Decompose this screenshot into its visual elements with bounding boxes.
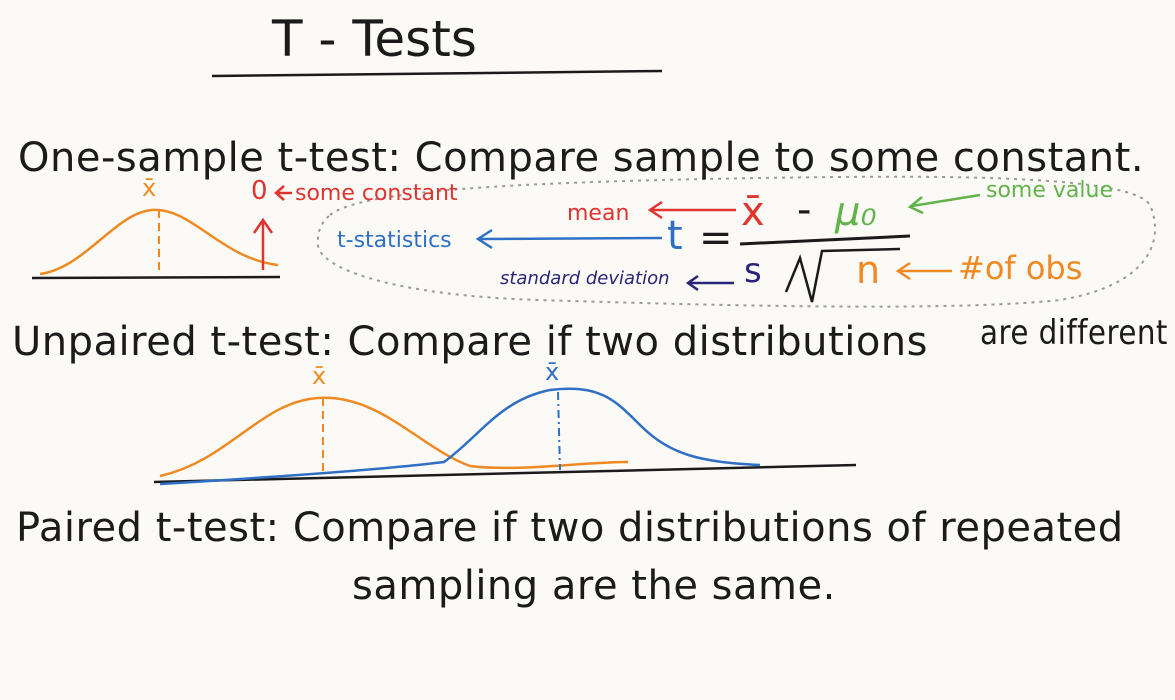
t-statistics-label: t-statistics [337, 228, 452, 253]
mean-arrow [647, 200, 736, 220]
constant-up-arrow-head [252, 217, 274, 234]
unpaired-heading: Unpaired t-test: Compare if two distribu… [12, 319, 928, 365]
unpaired-heading-end: are different [980, 313, 1168, 353]
formula-t: t [667, 213, 683, 259]
formula-equals: = [699, 215, 733, 261]
unpaired-orange-curve [159, 396, 629, 478]
some-value-label: some value [986, 178, 1113, 203]
some-value-arrow [907, 193, 981, 215]
fraction-bar [739, 234, 911, 246]
formula-xbar: x̄ [741, 189, 765, 235]
title-underline [211, 69, 663, 78]
one-sample-axis [31, 275, 281, 280]
formula-minus: - [797, 187, 812, 233]
num-obs-arrow [895, 261, 952, 281]
std-dev-label: standard deviation [500, 268, 670, 289]
page-title: T - Tests [272, 10, 477, 68]
one-sample-xbar-label: x̄ [142, 174, 157, 202]
constant-label-arrow [274, 185, 292, 201]
unpaired-orange-xbar: x̄ [312, 362, 327, 390]
paired-heading-line2: sampling are the same. [352, 563, 836, 609]
paired-heading: Paired t-test: Compare if two distributi… [16, 505, 1124, 551]
one-sample-heading: One-sample t-test: Compare sample to som… [18, 135, 1145, 181]
std-dev-arrow [685, 274, 734, 292]
t-statistics-arrow [475, 228, 663, 250]
one-sample-curve [39, 208, 279, 276]
mean-label: mean [567, 201, 630, 226]
unpaired-axis [153, 463, 857, 484]
unpaired-blue-curve [159, 387, 761, 486]
constant-zero-label: 0 [251, 176, 268, 206]
unpaired-blue-xbar: x̄ [545, 358, 560, 386]
formula-dotted-outline [316, 175, 1157, 308]
formula-mu0: μ₀ [835, 189, 877, 235]
sqrt-sign [784, 247, 901, 303]
formula-s: s [744, 251, 762, 291]
num-obs-label: #of obs [958, 249, 1083, 287]
formula-n: n [856, 248, 881, 292]
some-constant-label: some constant [295, 181, 458, 206]
unpaired-blue-mean [557, 391, 561, 471]
